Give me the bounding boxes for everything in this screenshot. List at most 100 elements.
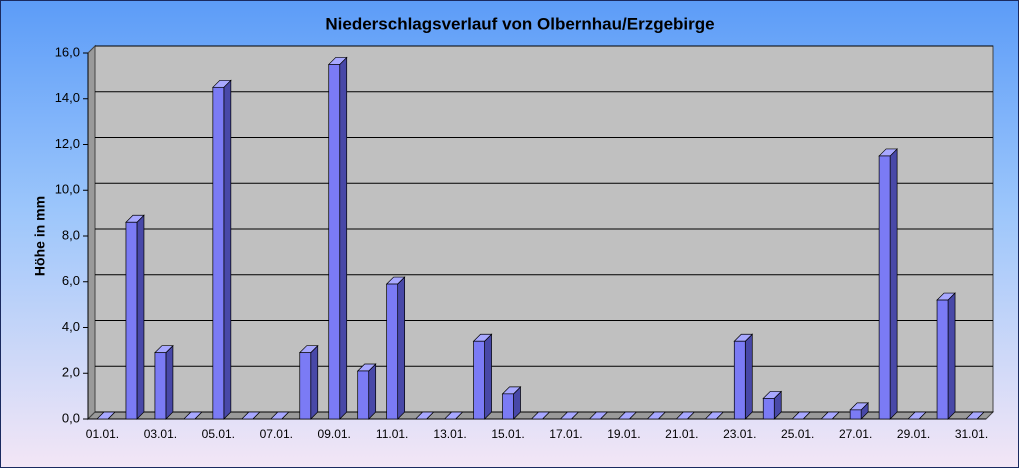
bar-top (791, 411, 812, 420)
x-tick-label: 27.01. (839, 427, 872, 441)
bar-front (125, 221, 138, 420)
bar-front (212, 86, 225, 420)
bar-side (744, 333, 753, 420)
bar (820, 411, 841, 420)
bar-side (397, 276, 406, 420)
bar-side (223, 79, 232, 420)
bar (298, 344, 319, 420)
bar (385, 276, 406, 420)
bar-top (530, 411, 551, 420)
x-tick-label: 25.01. (781, 427, 814, 441)
bar (530, 411, 551, 420)
x-tick-label: 07.01. (260, 427, 293, 441)
bar-front (733, 340, 746, 420)
bar-top (617, 411, 638, 420)
bar-side (947, 292, 956, 420)
x-tick-label: 15.01. (491, 427, 524, 441)
bar (125, 214, 145, 420)
bar (183, 411, 203, 420)
bar-top (965, 411, 985, 420)
bar (849, 402, 869, 420)
bar-top (414, 411, 435, 420)
x-tick-label: 13.01. (433, 427, 466, 441)
bar-front (386, 283, 399, 420)
bar (907, 411, 927, 420)
bar (212, 79, 232, 420)
y-axis-label: Höhe in mm (32, 196, 48, 276)
x-tick-label: 01.01. (86, 427, 119, 441)
x-tick-label: 29.01. (897, 427, 930, 441)
bar (96, 411, 116, 420)
y-tick-label: 4,0 (62, 319, 80, 334)
bar (559, 411, 580, 420)
bar-top (96, 411, 116, 420)
bar (501, 385, 522, 420)
bar-side (339, 56, 348, 420)
bar (965, 411, 985, 420)
x-tick-label: 19.01. (607, 427, 640, 441)
y-tick-label: 2,0 (62, 365, 80, 380)
y-tick-label: 14,0 (55, 90, 80, 105)
bar (646, 411, 667, 420)
x-tick-label: 11.01. (376, 427, 408, 441)
x-tick-label: 31.01. (955, 427, 988, 441)
bar-top (588, 411, 609, 420)
bar-top (646, 411, 667, 420)
bar-front (936, 299, 949, 420)
bar (269, 411, 290, 420)
bar-top (240, 411, 261, 420)
x-tick-label: 21.01. (665, 427, 698, 441)
x-tick-label: 03.01. (144, 427, 177, 441)
bar-front (502, 393, 514, 420)
bar-top (443, 411, 464, 420)
bar-side (310, 344, 319, 420)
x-tick-label: 23.01. (723, 427, 756, 441)
bar (414, 411, 435, 420)
bar-front (357, 370, 370, 420)
bar-front (762, 398, 775, 420)
y-tick-label: 12,0 (55, 136, 80, 151)
bar (472, 333, 493, 420)
bar-top (559, 411, 580, 420)
bar (936, 292, 956, 420)
chart-title: Niederschlagsverlauf von Olbernhau/Erzge… (325, 14, 714, 33)
bar (704, 411, 725, 420)
bar-side (484, 333, 492, 420)
bar (762, 390, 783, 420)
bar-top (269, 411, 290, 420)
bar-top (820, 411, 841, 420)
bar (327, 56, 348, 420)
y-tick-label: 8,0 (62, 227, 80, 242)
bar (154, 344, 174, 420)
bar-top (704, 411, 725, 420)
y-tick-label: 16,0 (55, 44, 80, 59)
bar (443, 411, 464, 420)
bar-top (675, 411, 696, 420)
bar-front (299, 352, 312, 420)
x-tick-label: 05.01. (202, 427, 235, 441)
bar (675, 411, 696, 420)
bar-top (183, 411, 203, 420)
bar (878, 148, 898, 420)
bar (356, 363, 377, 420)
bar-front (154, 352, 167, 420)
side-wall (87, 44, 96, 421)
bar-side (165, 344, 174, 420)
bar-side (368, 363, 377, 420)
bar (588, 411, 609, 420)
bar-front (878, 155, 891, 420)
y-tick-label: 6,0 (62, 273, 80, 288)
bar-front (473, 340, 485, 420)
y-tick-label: 10,0 (55, 182, 80, 197)
x-tick-label: 09.01. (318, 427, 351, 441)
bar (791, 411, 812, 420)
bar-side (136, 214, 145, 420)
bar (617, 411, 638, 420)
x-tick-label: 17.01. (549, 427, 582, 441)
y-tick-label: 0,0 (62, 410, 80, 425)
bar-front (328, 64, 341, 420)
bar (733, 333, 754, 420)
bar (240, 411, 261, 420)
bar-top (907, 411, 927, 420)
